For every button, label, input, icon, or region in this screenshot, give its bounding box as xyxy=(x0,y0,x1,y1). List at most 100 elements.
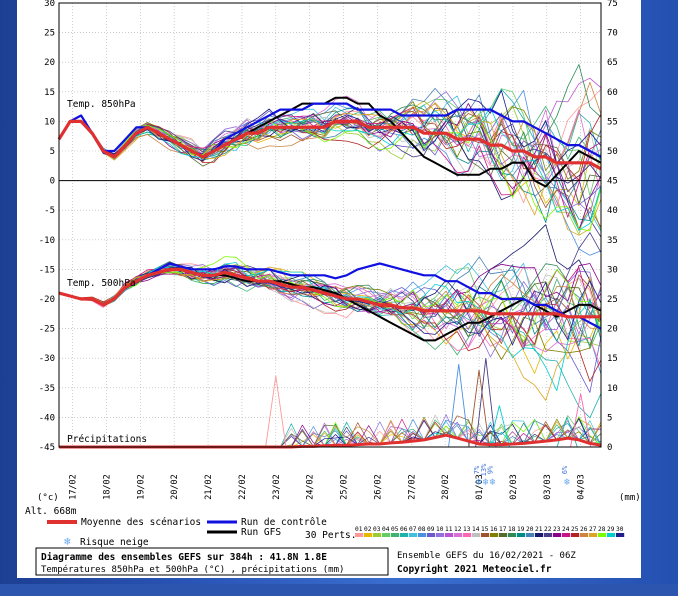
member-swatch xyxy=(535,533,544,537)
x-tick-label: 02/03 xyxy=(509,474,519,500)
member-swatch xyxy=(463,533,472,537)
member-number: 17 xyxy=(499,526,507,533)
right-tick-label: 70 xyxy=(607,29,618,39)
member-swatch xyxy=(571,533,580,537)
member-08-t850 xyxy=(58,90,602,256)
member-swatch xyxy=(427,533,436,537)
plot-frame xyxy=(58,2,602,448)
member-swatch xyxy=(445,533,454,537)
snow-risk-icon: ❄ xyxy=(476,477,483,488)
right-tick-label: 20 xyxy=(607,325,618,335)
left-tick-label: 0 xyxy=(50,177,55,187)
copyright-label: Copyright 2021 Meteociel.fr xyxy=(397,564,552,575)
altitude-label: Alt. 668m xyxy=(25,506,77,517)
member-swatch xyxy=(472,533,481,537)
snow-risk-percent: 13% xyxy=(480,463,488,476)
member-number: 24 xyxy=(562,526,570,533)
right-unit-label: (mm) xyxy=(619,493,641,503)
member-swatch xyxy=(598,533,607,537)
x-tick-label: 21/02 xyxy=(204,474,214,500)
left-unit-label: (°c) xyxy=(37,493,59,503)
snow-risk-icon: ❄ xyxy=(490,477,497,488)
t850-panel-label: Temp. 850hPa xyxy=(67,99,136,110)
left-tick-label: 5 xyxy=(50,147,55,157)
left-tick-label: -30 xyxy=(39,354,55,364)
plot-border xyxy=(58,2,602,448)
right-tick-label: 15 xyxy=(607,354,618,364)
x-tick-label: 20/02 xyxy=(170,474,180,500)
left-tick-label: 25 xyxy=(44,29,55,39)
member-swatch xyxy=(544,533,553,537)
x-tick-label: 04/03 xyxy=(577,474,587,500)
left-tick-label: -45 xyxy=(39,443,55,453)
member-swatch xyxy=(418,533,427,537)
snow-risk-icon: ❄ xyxy=(483,477,490,488)
x-tick-label: 24/02 xyxy=(306,474,316,500)
right-tick-label: 10 xyxy=(607,384,618,394)
member-number: 06 xyxy=(400,526,408,533)
x-tick-label: 27/02 xyxy=(407,474,417,500)
member-number: 21 xyxy=(535,526,543,533)
member-swatch xyxy=(400,533,409,537)
left-tick-label: -40 xyxy=(39,413,55,423)
right-tick-label: 25 xyxy=(607,295,618,305)
legend-snow-label: Risque neige xyxy=(80,537,149,548)
snow-risk-percent: 9% xyxy=(487,465,495,474)
member-swatch xyxy=(526,533,535,537)
footer-strip xyxy=(0,584,678,596)
left-tick-label: -5 xyxy=(44,206,55,216)
snow-risk-icon: ❄ xyxy=(564,477,571,488)
left-tick-label: -20 xyxy=(39,295,55,305)
precip-peak xyxy=(488,405,510,448)
right-tick-label: 50 xyxy=(607,147,618,157)
x-tick-label: 23/02 xyxy=(272,474,282,500)
member-number: 28 xyxy=(598,526,606,533)
x-tick-label: 28/02 xyxy=(441,474,451,500)
member-number: 12 xyxy=(454,526,462,533)
member-30-t500 xyxy=(58,266,602,346)
chart-title: Diagramme des ensembles GEFS sur 384h : … xyxy=(41,552,327,563)
member-number: 05 xyxy=(391,526,399,533)
member-swatch xyxy=(499,533,508,537)
member-number: 15 xyxy=(481,526,489,533)
legend-gfs-label: Run GFS xyxy=(241,527,281,538)
right-tick-label: 40 xyxy=(607,206,618,216)
left-tick-label: -25 xyxy=(39,325,55,335)
member-number: 04 xyxy=(382,526,390,533)
x-tick-label: 01/03 xyxy=(475,474,485,500)
x-tick-label: 03/03 xyxy=(543,474,553,500)
right-tick-label: 35 xyxy=(607,236,618,246)
left-tick-label: 20 xyxy=(44,58,55,68)
member-swatch xyxy=(517,533,526,537)
member-swatch xyxy=(409,533,418,537)
left-tick-label: -10 xyxy=(39,236,55,246)
member-swatch xyxy=(364,533,373,537)
t500-panel-label: Temp. 500hPa xyxy=(67,278,136,289)
member-swatch xyxy=(616,533,625,537)
mean-t850-line xyxy=(57,119,602,171)
member-number: 13 xyxy=(463,526,471,533)
member-number: 08 xyxy=(418,526,426,533)
member-number: 20 xyxy=(526,526,534,533)
chart-subtitle: Températures 850hPa et 500hPa (°C) , pré… xyxy=(41,564,344,575)
member-23-t500 xyxy=(58,263,602,314)
gefs-ensemble-chart: 302520151050-5-10-15-20-25-30-35-40-4575… xyxy=(25,0,641,576)
member-number: 19 xyxy=(517,526,525,533)
right-tick-label: 30 xyxy=(607,265,618,275)
member-swatch xyxy=(553,533,562,537)
right-tick-label: 65 xyxy=(607,58,618,68)
member-number: 23 xyxy=(553,526,561,533)
member-swatch xyxy=(490,533,499,537)
precip-peak xyxy=(265,375,287,448)
member-number: 25 xyxy=(571,526,579,533)
member-swatch xyxy=(607,533,616,537)
right-tick-label: 75 xyxy=(607,0,618,9)
x-tick-label: 22/02 xyxy=(238,474,248,500)
member-number: 02 xyxy=(364,526,372,533)
member-number: 16 xyxy=(490,526,498,533)
member-number: 07 xyxy=(409,526,417,533)
member-number: 27 xyxy=(589,526,597,533)
precip-peak xyxy=(475,358,497,448)
member-29-t850 xyxy=(58,107,602,231)
member-swatch xyxy=(355,533,364,537)
